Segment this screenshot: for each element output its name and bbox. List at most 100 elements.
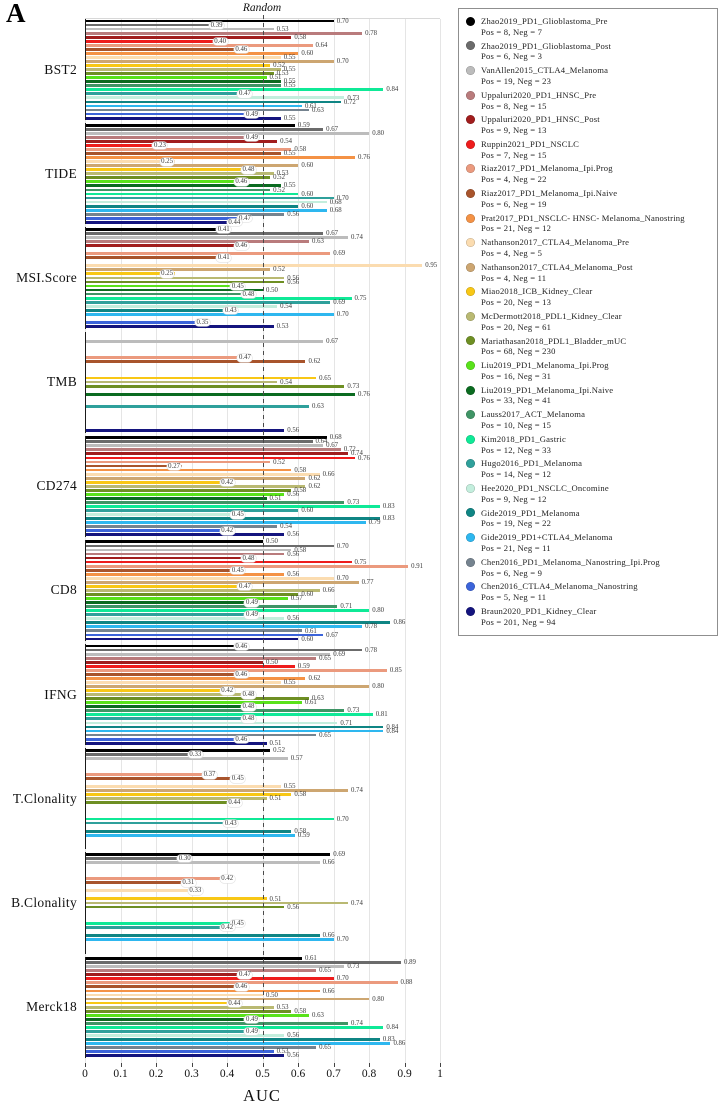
- bar-value-label: 0.46: [233, 735, 249, 744]
- auc-bar: [86, 1001, 242, 1005]
- legend-item: Nathanson2017_CTLA4_Melanoma_Post Pos = 4…: [466, 262, 711, 283]
- bar-slot: 0.39: [86, 21, 440, 30]
- auc-bar: [86, 468, 292, 472]
- bar-slot: 0.84: [86, 724, 440, 731]
- bar-value-label: 0.50: [266, 286, 278, 294]
- legend-item: Liu2019_PD1_Melanoma_Ipi.Naive Pos = 33, …: [466, 385, 711, 406]
- bar-value-label: 0.44: [226, 218, 242, 227]
- bar-slot: 0.49: [86, 1015, 440, 1024]
- auc-bar: [86, 925, 235, 929]
- bar-value-label: 0.63: [312, 106, 324, 114]
- bar-slot: 0.77: [86, 579, 440, 586]
- bar-slot: 0.59: [86, 832, 440, 839]
- legend-study-name: VanAllen2015_CTLA4_Melanoma: [481, 65, 609, 76]
- auc-bar: [86, 76, 267, 80]
- bar-value-label: 0.62: [308, 482, 321, 490]
- bar-slot: 0.56: [86, 427, 440, 434]
- bar-slot: 0.65: [86, 655, 440, 662]
- auc-bar: [86, 677, 306, 680]
- auc-bar: [86, 961, 402, 964]
- bar-value-label: 0.70: [336, 574, 349, 582]
- auc-bar: [86, 969, 317, 973]
- bar-value-label: 0.55: [283, 54, 296, 62]
- bar-slot: 0.49: [86, 599, 440, 607]
- legend-study-name: Chen2016_PD1_Melanoma_Nanostring_Ipi.Pro…: [481, 556, 660, 567]
- auc-bar: [86, 456, 356, 460]
- auc-bar: [86, 544, 334, 548]
- auc-bar: [86, 380, 278, 384]
- legend-dot-icon: [466, 606, 475, 616]
- auc-bar: [86, 568, 246, 572]
- legend-pos-neg: Pos = 8, Neg = 7: [481, 26, 543, 37]
- bar-slot: 0.42: [86, 875, 440, 883]
- bar-value-label: 0.30: [177, 855, 193, 863]
- bar-slot: 0.42: [86, 478, 440, 487]
- bar-value-label: 0.70: [336, 17, 349, 25]
- bar-value-label: 0.58: [294, 33, 307, 41]
- bar-slot: 0.45: [86, 282, 440, 291]
- bar-slot: 0.70: [86, 542, 440, 550]
- auc-bar: [86, 196, 334, 200]
- bar-slot: 0.72: [86, 446, 440, 453]
- auc-bar: [86, 881, 196, 885]
- auc-bar: [86, 973, 253, 977]
- legend-pos-neg: Pos = 4, Neg = 22: [481, 174, 547, 185]
- bar-value-label: 0.68: [329, 206, 342, 214]
- auc-bar: [86, 629, 302, 633]
- auc-bar: [86, 272, 175, 276]
- bar-value-label: 0.43: [223, 306, 239, 315]
- x-tick-label: 0.1: [113, 1068, 128, 1080]
- auc-bar: [86, 513, 246, 516]
- auc-bar: [86, 652, 331, 656]
- bar-slot: 0.68: [86, 206, 440, 214]
- legend-pos-neg: Pos = 20, Neg = 13: [481, 297, 552, 308]
- legend-item: Riaz2017_PD1_Melanoma_Ipi.Naive Pos = 6, …: [466, 188, 711, 209]
- auc-bar: [86, 977, 334, 981]
- bar-slot: 0.67: [86, 230, 440, 237]
- bar-value-label: 0.80: [372, 607, 385, 615]
- auc-bar: [86, 135, 260, 139]
- auc-bar: [86, 572, 285, 576]
- bar-slot: 0.65: [86, 967, 440, 974]
- bar-value-label: 0.45: [230, 511, 246, 519]
- bar-slot: 0.44: [86, 999, 440, 1008]
- bar-slot: 0.30: [86, 855, 440, 863]
- bar-slot: 0.54: [86, 138, 440, 145]
- legend-dot-icon: [466, 238, 475, 248]
- bar-value-label: 0.41: [216, 254, 232, 262]
- auc-bar: [86, 517, 380, 521]
- legend-dot-icon: [466, 459, 475, 469]
- auc-bar: [86, 997, 370, 1001]
- auc-bar: [86, 256, 232, 260]
- bar-slot: 0.78: [86, 30, 440, 37]
- bar-slot: 0.58: [86, 33, 440, 41]
- auc-bar: [86, 39, 228, 43]
- legend-study-name: Mariathasan2018_PDL1_Bladder_mUC: [481, 335, 627, 346]
- gridline: [440, 19, 441, 1064]
- group-label: TIDE: [45, 165, 77, 181]
- bar-slot: 0.72: [86, 99, 440, 106]
- bar-value-label: 0.58: [294, 791, 307, 799]
- legend-item: Braun2020_PD1_Kidney_Clear Pos = 201, Neg…: [466, 606, 711, 627]
- auc-bar: [86, 521, 366, 525]
- legend-dot-icon: [466, 533, 475, 543]
- bar-slot: 0.50: [86, 286, 440, 294]
- auc-bar: [86, 857, 193, 860]
- bar-slot: 0.46: [86, 735, 440, 744]
- bar-value-label: 0.45: [230, 919, 246, 928]
- legend-item: Liu2019_PD1_Melanoma_Ipi.Prog Pos = 16, N…: [466, 360, 711, 381]
- panel-letter: A: [6, 0, 26, 28]
- legend-dot-icon: [466, 557, 475, 567]
- bar-group-BST2: BST2 0.70 0.39 0.53 0.78 0.58 0.40 0.64 0.46 0.60…: [44, 17, 440, 122]
- bar-value-label: 0.80: [372, 683, 385, 691]
- gridline: [369, 19, 370, 1064]
- bar-slot: 0.45: [86, 775, 440, 783]
- bar-slot: 0.58: [86, 547, 440, 554]
- x-tick-mark: [369, 1063, 370, 1067]
- bar-value-label: 0.69: [333, 850, 346, 858]
- bar-value-label: 0.70: [336, 542, 349, 550]
- bar-value-label: 0.49: [244, 1015, 260, 1024]
- bar-slot: 0.67: [86, 338, 440, 345]
- bar-value-label: 0.78: [365, 623, 378, 631]
- bar-value-label: 0.46: [233, 242, 249, 250]
